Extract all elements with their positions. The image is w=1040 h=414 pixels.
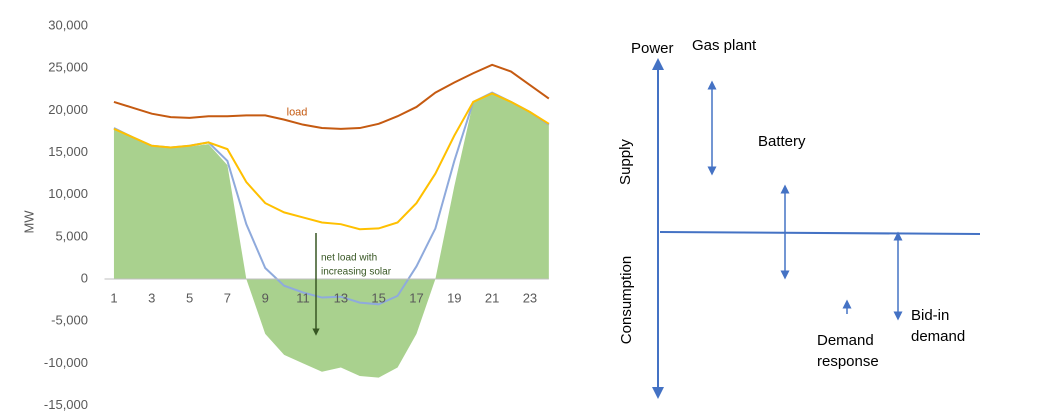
x-tick-label: 1 [110,290,117,305]
divider-line [659,231,981,235]
power-label: Power [631,40,674,57]
y-tick-label: 20,000 [48,102,88,117]
x-tick-label: 17 [409,290,423,305]
battery-label: Battery [758,133,806,150]
line [113,63,550,130]
x-tick-label: 7 [224,290,231,305]
y-tick-label: 30,000 [48,17,88,32]
x-tick-label: 3 [148,290,155,305]
x-tick-label: 15 [371,290,385,305]
y-tick-label: 10,000 [48,186,88,201]
x-tick-label: 5 [186,290,193,305]
gas-plant-label: Gas plant [692,37,757,54]
supply-label: Supply [617,139,634,185]
y-tick-label: 25,000 [48,60,88,75]
y-tick-label: 5,000 [55,228,88,243]
x-tick-label: 19 [447,290,461,305]
area [113,93,549,378]
x-tick-label: 21 [485,290,499,305]
y-tick-label: 0 [81,270,88,285]
annotation: increasing solar [321,267,392,278]
x-tick-label: 23 [523,290,537,305]
consumption-label: Consumption [618,256,635,344]
bid-in-label: demand [911,328,965,345]
y-tick-label: -15,000 [44,397,88,412]
bid-in-label: Bid-in [911,307,949,324]
x-tick-label: 13 [334,290,348,305]
y-tick-label: 15,000 [48,144,88,159]
x-tick-label: 9 [262,290,269,305]
y-tick-label: -10,000 [44,355,88,370]
demand-response-label: Demand [817,332,874,349]
y-tick-label: -5,000 [51,313,88,328]
series-label: load [287,107,308,119]
diagram: Power Gas plant Battery Supply Consumpti… [617,37,981,399]
annotation: net load with [321,253,377,264]
x-tick-label: 11 [296,290,310,305]
line [113,92,550,231]
demand-response-label: response [817,353,879,370]
chart: -15,000 -10,000 -5,000 0 5,000 10,000 15,000 20… [44,17,550,412]
y-axis-label: MW [21,210,36,234]
